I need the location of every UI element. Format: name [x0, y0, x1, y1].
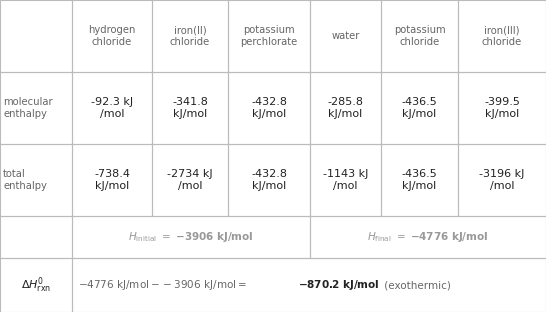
Text: -432.8
kJ/mol: -432.8 kJ/mol [251, 169, 287, 191]
Bar [458, 72, 546, 144]
Bar [0, 216, 72, 258]
Bar [72, 144, 152, 216]
Text: $H_{\rm final}$ $=$ $\mathbf{-4776}$ $\mathbf{kJ/mol}$: $H_{\rm final}$ $=$ $\mathbf{-4776}$ $\m… [367, 230, 489, 244]
Bar [381, 0, 458, 72]
Text: -1143 kJ
/mol: -1143 kJ /mol [323, 169, 368, 191]
Bar [0, 144, 72, 216]
Bar [72, 0, 152, 72]
Text: -738.4
kJ/mol: -738.4 kJ/mol [94, 169, 130, 191]
Text: potassium
chloride: potassium chloride [394, 25, 446, 47]
Bar [310, 144, 381, 216]
Text: $\mathbf{-870.2\ kJ/mol}$: $\mathbf{-870.2\ kJ/mol}$ [298, 278, 379, 292]
Text: -399.5
kJ/mol: -399.5 kJ/mol [484, 97, 520, 119]
Bar [0, 72, 72, 144]
Bar [381, 144, 458, 216]
Text: water: water [331, 31, 360, 41]
Text: -436.5
kJ/mol: -436.5 kJ/mol [402, 97, 437, 119]
Text: total
enthalpy: total enthalpy [3, 169, 47, 191]
Text: $-4776\ \rm kJ/mol - -3906\ \rm kJ/mol = $: $-4776\ \rm kJ/mol - -3906\ \rm kJ/mol =… [78, 278, 247, 292]
Bar [152, 0, 228, 72]
Text: -341.8
kJ/mol: -341.8 kJ/mol [172, 97, 208, 119]
Text: -432.8
kJ/mol: -432.8 kJ/mol [251, 97, 287, 119]
Bar [310, 0, 381, 72]
Bar [72, 72, 152, 144]
Text: -436.5
kJ/mol: -436.5 kJ/mol [402, 169, 437, 191]
Text: $H_{\rm initial}$ $=$ $\mathbf{-3906}$ $\mathbf{kJ/mol}$: $H_{\rm initial}$ $=$ $\mathbf{-3906}$ $… [128, 230, 254, 244]
Text: -3196 kJ
/mol: -3196 kJ /mol [479, 169, 525, 191]
Text: -285.8
kJ/mol: -285.8 kJ/mol [328, 97, 364, 119]
Bar [310, 72, 381, 144]
Bar [152, 144, 228, 216]
Text: iron(III)
chloride: iron(III) chloride [482, 25, 522, 47]
Bar [228, 72, 310, 144]
Bar [458, 0, 546, 72]
Text: (exothermic): (exothermic) [381, 280, 450, 290]
Bar [152, 72, 228, 144]
Text: iron(II)
chloride: iron(II) chloride [170, 25, 210, 47]
Text: -92.3 kJ
/mol: -92.3 kJ /mol [91, 97, 133, 119]
Bar [310, 216, 546, 258]
Text: hydrogen
chloride: hydrogen chloride [88, 25, 136, 47]
Bar [381, 72, 458, 144]
Text: molecular
enthalpy: molecular enthalpy [3, 97, 52, 119]
Text: $\Delta H^0_{\rm rxn}$: $\Delta H^0_{\rm rxn}$ [21, 275, 51, 295]
Bar [0, 258, 72, 312]
Bar [228, 144, 310, 216]
Bar [458, 144, 546, 216]
Bar [228, 0, 310, 72]
Text: potassium
perchlorate: potassium perchlorate [240, 25, 298, 47]
Bar [72, 216, 310, 258]
Text: -2734 kJ
/mol: -2734 kJ /mol [167, 169, 213, 191]
Bar [72, 258, 546, 312]
Bar [0, 0, 72, 72]
